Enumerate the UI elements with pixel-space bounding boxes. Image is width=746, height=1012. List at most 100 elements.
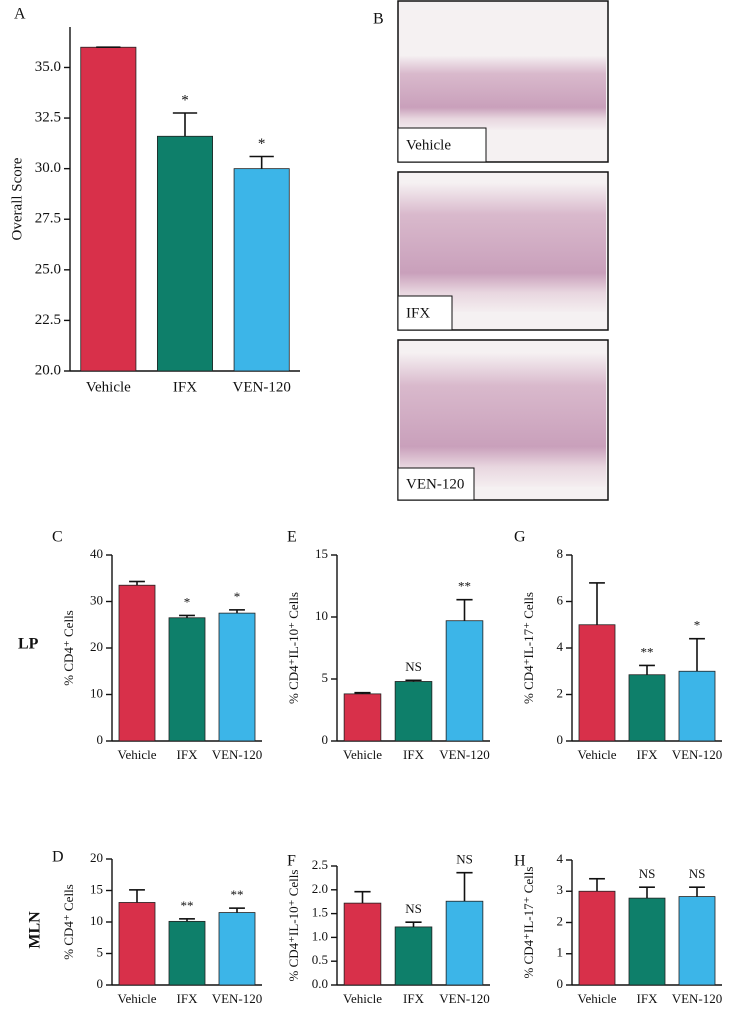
x-tick-label: IFX	[403, 991, 425, 1006]
x-tick-label: VEN-120	[439, 991, 490, 1006]
error-bar	[129, 580, 145, 586]
y-tick-label: 5	[322, 670, 329, 685]
significance-label: *	[234, 589, 241, 604]
y-tick-label: 10	[90, 913, 103, 928]
significance-label: NS	[639, 866, 656, 881]
error-bar	[405, 679, 422, 682]
y-tick-label: 1.5	[312, 905, 328, 920]
bar	[343, 693, 382, 742]
image-caption: Vehicle	[406, 137, 451, 153]
x-tick-label: Vehicle	[343, 747, 382, 762]
y-tick-label: 2.0	[312, 881, 328, 896]
y-tick-label: 0	[322, 732, 329, 747]
y-axis-label: % CD4⁺IL-17⁺ Cells	[521, 592, 536, 704]
y-tick-label: 6	[557, 592, 564, 607]
bar	[678, 896, 716, 986]
x-tick-label: VEN-120	[212, 747, 263, 762]
x-tick-label: IFX	[177, 991, 199, 1006]
bar	[578, 890, 616, 986]
bar	[168, 617, 206, 742]
significance-label: **	[231, 887, 244, 902]
panel-label: H	[514, 853, 526, 870]
significance-label: *	[694, 618, 701, 633]
significance-label: NS	[405, 901, 422, 916]
bar	[628, 674, 666, 742]
significance-label: *	[184, 594, 191, 609]
panel-label: E	[287, 529, 297, 546]
bar	[118, 902, 156, 986]
panel-label: G	[514, 529, 526, 546]
x-tick-label: Vehicle	[578, 747, 617, 762]
x-tick-label: Vehicle	[86, 379, 131, 395]
significance-label: **	[181, 898, 194, 913]
row-label: LP	[18, 636, 39, 653]
y-axis-label: % CD4⁺IL-17⁺ Cells	[521, 867, 536, 979]
x-tick-label: VEN-120	[233, 379, 291, 395]
y-tick-label: 2.5	[312, 857, 328, 872]
y-tick-label: 30.0	[35, 160, 61, 176]
significance-label: **	[641, 644, 654, 659]
x-tick-label: Vehicle	[118, 747, 157, 762]
y-tick-label: 10	[90, 685, 103, 700]
histology-ifx: IFX	[397, 171, 609, 331]
panel-label: A	[14, 6, 26, 23]
x-tick-label: IFX	[177, 747, 199, 762]
bar	[218, 912, 256, 986]
bar	[168, 920, 206, 986]
panel-label: F	[287, 853, 296, 870]
y-tick-label: 20.0	[35, 362, 61, 378]
y-tick-label: 1	[557, 945, 564, 960]
y-tick-label: 2	[557, 685, 564, 700]
bar	[118, 584, 156, 742]
y-tick-label: 3	[557, 882, 564, 897]
bar	[233, 168, 290, 372]
y-tick-label: 25.0	[35, 261, 61, 277]
y-tick-label: 20	[90, 639, 103, 654]
significance-label: NS	[405, 659, 422, 674]
significance-label: *	[258, 136, 266, 152]
bar	[218, 612, 256, 742]
x-tick-label: IFX	[637, 991, 659, 1006]
error-bar	[354, 890, 371, 904]
bar	[394, 926, 433, 986]
row-label: MLN	[27, 911, 44, 949]
error-bar	[354, 691, 371, 694]
y-tick-label: 0	[557, 976, 564, 991]
histology-vehicle: Vehicle	[397, 0, 609, 163]
y-tick-label: 0.5	[312, 952, 328, 967]
error-bar	[229, 907, 245, 913]
error-bar	[129, 889, 145, 903]
y-tick-label: 0	[97, 732, 104, 747]
y-tick-label: 40	[90, 546, 103, 561]
y-tick-label: 30	[90, 592, 103, 607]
x-tick-label: IFX	[637, 747, 659, 762]
y-axis-label: % CD4⁺ Cells	[61, 610, 76, 685]
x-tick-label: VEN-120	[439, 747, 490, 762]
x-tick-label: VEN-120	[672, 747, 723, 762]
y-tick-label: 27.5	[35, 211, 61, 227]
y-axis-label: % CD4⁺IL-10⁺ Cells	[286, 870, 301, 982]
x-tick-label: VEN-120	[212, 991, 263, 1006]
significance-label: *	[181, 92, 189, 108]
error-bar	[172, 112, 198, 137]
y-tick-label: 0	[557, 732, 564, 747]
error-bar	[639, 886, 655, 899]
bar	[80, 46, 137, 372]
y-tick-label: 5	[97, 944, 104, 959]
image-caption: IFX	[406, 305, 430, 321]
x-tick-label: Vehicle	[343, 991, 382, 1006]
error-bar	[249, 155, 274, 169]
y-axis-label: % CD4⁺IL-10⁺ Cells	[286, 592, 301, 704]
bar	[578, 624, 616, 742]
y-tick-label: 20	[90, 850, 103, 865]
y-tick-label: 15	[315, 546, 328, 561]
y-tick-label: 32.5	[35, 109, 61, 125]
panel-label: C	[52, 529, 63, 546]
bar	[678, 670, 716, 742]
significance-label: NS	[456, 852, 473, 867]
y-tick-label: 4	[557, 851, 564, 866]
x-tick-label: Vehicle	[118, 991, 157, 1006]
y-tick-label: 0.0	[312, 976, 328, 991]
significance-label: **	[458, 579, 471, 594]
y-tick-label: 4	[557, 639, 564, 654]
